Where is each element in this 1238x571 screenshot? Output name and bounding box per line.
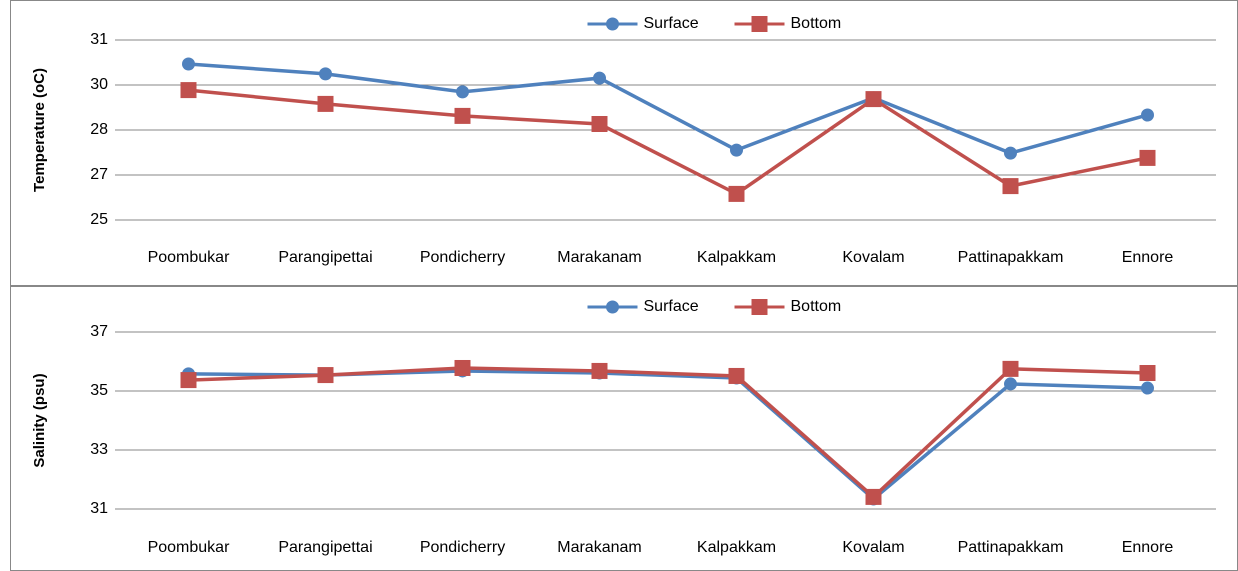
data-point: [317, 367, 334, 384]
data-point: [1141, 381, 1154, 395]
x-tick-label: Kovalam: [842, 249, 904, 266]
data-point: [180, 82, 197, 99]
y-tick-label: 27: [90, 166, 108, 183]
x-tick-label: Poombukar: [148, 539, 230, 556]
legend-label: Surface: [644, 298, 699, 315]
x-tick-label: Ennore: [1122, 249, 1174, 266]
x-tick-label: Poombukar: [148, 249, 230, 266]
x-tick-label: Marakanam: [557, 539, 641, 556]
legend-label: Bottom: [791, 298, 842, 315]
data-point: [180, 372, 197, 389]
x-tick-label: Marakanam: [557, 249, 641, 266]
data-point: [1004, 377, 1017, 391]
data-point: [1002, 360, 1019, 377]
series-line: [188, 88, 1148, 196]
data-point: [593, 71, 606, 85]
data-point: [591, 116, 608, 132]
data-point: [865, 91, 882, 108]
x-tick-label: Parangipettai: [278, 249, 372, 266]
data-point: [1139, 149, 1156, 166]
data-point: [456, 85, 469, 99]
y-tick-label: 30: [90, 76, 108, 93]
y-axis-label: Temperature (oC): [31, 68, 48, 192]
data-point: [454, 359, 471, 376]
data-point: [317, 95, 334, 112]
data-point: [454, 107, 471, 124]
y-tick-label: 31: [90, 500, 108, 517]
series-line: [188, 369, 1148, 502]
legend-marker: [606, 17, 619, 31]
data-point: [319, 67, 332, 81]
legend-marker: [751, 16, 768, 32]
legend-marker: [606, 300, 619, 314]
legend-marker: [751, 299, 768, 315]
x-tick-label: Parangipettai: [278, 539, 372, 556]
y-axis-label: Salinity (psu): [31, 373, 48, 467]
data-point: [1002, 178, 1019, 195]
data-point: [1004, 146, 1017, 160]
legend-label: Surface: [644, 15, 699, 32]
line-chart: 31 33 35 37 Salinity (psu) Poombukar Parangipe…: [31, 298, 1216, 556]
y-tick-label: 33: [90, 441, 108, 458]
data-point: [728, 367, 745, 384]
y-tick-label: 31: [90, 31, 108, 48]
y-tick-label: 35: [90, 382, 108, 399]
data-point: [591, 362, 608, 379]
y-tick-label: 37: [90, 323, 108, 340]
line-chart: 25 27 28 30 31 Temperature (oC) Poombukar Paran…: [31, 15, 1216, 266]
data-point: [1141, 108, 1154, 122]
panel-border: [10, 0, 1238, 286]
data-point: [730, 143, 743, 157]
series-line: [188, 366, 1148, 500]
panel-border: [10, 286, 1238, 571]
series-line: [188, 62, 1148, 155]
x-tick-label: Pattinapakkam: [958, 249, 1064, 266]
y-tick-label: 25: [90, 211, 108, 228]
legend-label: Bottom: [791, 15, 842, 32]
x-tick-label: Pondicherry: [420, 539, 505, 556]
data-point: [182, 57, 195, 71]
x-tick-label: Pondicherry: [420, 249, 505, 266]
data-point: [865, 488, 882, 505]
data-point: [1139, 365, 1156, 382]
x-tick-label: Kalpakkam: [697, 249, 776, 266]
x-tick-label: Kalpakkam: [697, 539, 776, 556]
data-point: [728, 185, 745, 202]
y-tick-label: 28: [90, 121, 108, 138]
x-tick-label: Kovalam: [842, 539, 904, 556]
x-tick-label: Pattinapakkam: [958, 539, 1064, 556]
x-tick-label: Ennore: [1122, 539, 1174, 556]
